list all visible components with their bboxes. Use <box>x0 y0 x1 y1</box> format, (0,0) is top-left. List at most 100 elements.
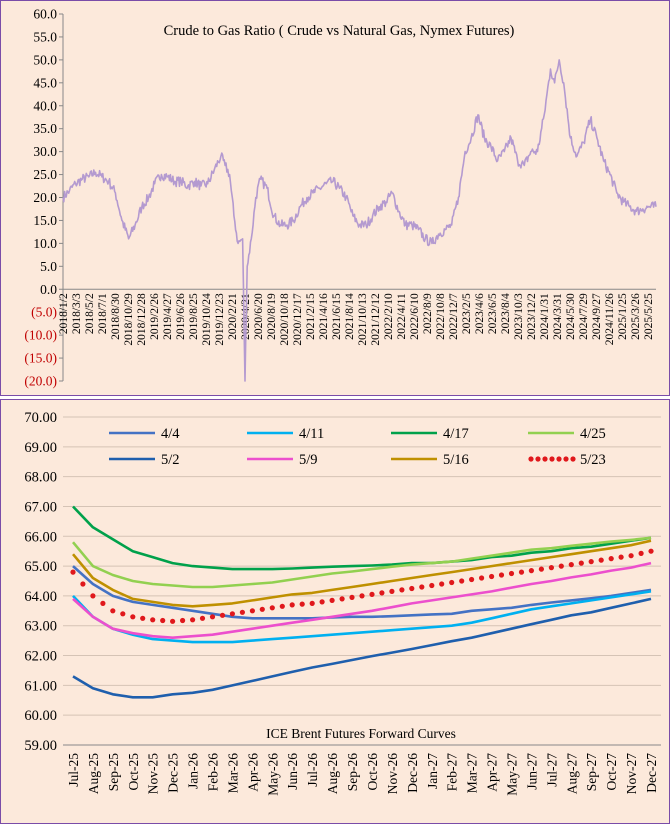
y-tick-label: 10.0 <box>33 236 57 251</box>
x-tick-label: 2025/1/25 <box>617 293 629 340</box>
y-tick-label: 65.00 <box>24 559 57 575</box>
y-tick-label: 64.00 <box>24 589 57 605</box>
x-tick-label: Dec-27 <box>644 753 659 793</box>
series-point <box>110 608 116 614</box>
x-tick-label: 2024/7/29 <box>578 293 590 340</box>
y-tick-label: 69.00 <box>24 440 57 456</box>
legend-label: 5/9 <box>299 452 318 468</box>
x-tick-label: Mar-26 <box>225 753 240 793</box>
series-point <box>100 600 106 606</box>
x-tick-label: 2024/5/30 <box>565 293 577 340</box>
y-tick-label: 55.0 <box>33 29 57 44</box>
series-line-4-11 <box>72 590 652 644</box>
x-tick-label: May-27 <box>505 753 520 796</box>
y-tick-label: 25.0 <box>33 167 57 182</box>
legend-item: 5/23 <box>528 452 606 468</box>
y-tick-label: 67.00 <box>24 499 57 515</box>
legend-dot <box>542 456 548 462</box>
x-tick-label: Sep-25 <box>106 753 121 791</box>
legend-item: 4/4 <box>109 426 180 442</box>
series-point <box>359 593 365 599</box>
x-tick-label: 2022/8/9 <box>422 293 434 334</box>
series-point <box>209 614 216 620</box>
series-line-5-9 <box>72 561 652 639</box>
x-tick-label: Aug-27 <box>564 753 579 794</box>
series-point <box>80 581 86 587</box>
legend-label: 4/17 <box>443 426 469 442</box>
x-tick-label: 2024/1/31 <box>539 293 551 340</box>
series-point <box>349 594 355 600</box>
x-tick-label: 2021/6/15 <box>331 293 343 340</box>
y-tick-label: 0.0 <box>40 282 57 297</box>
x-tick-label: 2020/6/20 <box>253 293 265 340</box>
series-point <box>379 590 385 596</box>
series-point <box>289 602 295 608</box>
x-tick-label: 2020/2/21 <box>227 293 239 340</box>
x-tick-label: Sep-26 <box>345 753 360 791</box>
legend-label: 5/2 <box>161 452 180 468</box>
x-tick-label: Oct-27 <box>604 753 619 791</box>
series-line-4-25 <box>72 536 652 589</box>
legend-dot <box>570 456 576 462</box>
x-tick-label: 2021/10/13 <box>357 293 369 346</box>
x-tick-label: 2019/8/25 <box>188 293 200 340</box>
series-point <box>180 617 186 624</box>
y-tick-label: 15.0 <box>33 213 57 228</box>
y-tick-label: 70.00 <box>24 410 57 426</box>
x-tick-label: 2022/6/10 <box>409 293 421 340</box>
series-point <box>239 609 245 615</box>
legend-label: 5/23 <box>580 452 606 468</box>
series-point <box>170 618 176 624</box>
y-tick-label: 60.0 <box>33 7 57 22</box>
y-tick-label: (15.0) <box>24 351 57 366</box>
series-point <box>329 597 335 603</box>
chart-title: ICE Brent Futures Forward Curves <box>266 726 456 741</box>
x-tick-label: 2018/10/29 <box>123 293 135 346</box>
legend-item: 4/25 <box>528 426 606 442</box>
series-point <box>419 584 425 590</box>
series-point <box>618 554 624 560</box>
x-tick-label: 2023/12/2 <box>526 293 538 340</box>
x-tick-label: Feb-27 <box>445 753 460 791</box>
legend-item: 5/2 <box>109 452 180 468</box>
series-line-5-2 <box>72 597 652 699</box>
y-tick-label: 66.00 <box>24 529 57 545</box>
y-tick-label: 5.0 <box>40 259 57 274</box>
x-tick-label: 2023/6/5 <box>487 293 499 334</box>
series-point <box>489 573 495 580</box>
series-point <box>469 576 475 583</box>
x-tick-label: 2018/7/1 <box>97 293 109 334</box>
series-point <box>249 608 255 614</box>
x-tick-label: 2025/3/26 <box>630 293 642 340</box>
y-tick-label: (20.0) <box>24 374 57 389</box>
series-line-4-17 <box>72 505 652 571</box>
crude-gas-ratio-chart: 60.0 55.0 50.0 45.0 40.0 35.0 30.0 25.0 20.0 15.0… <box>24 7 657 389</box>
series-point <box>389 588 395 594</box>
x-tick-label: 2024/3/31 <box>552 293 564 340</box>
series-point <box>479 575 485 581</box>
series-point <box>150 617 156 623</box>
series-point <box>299 601 305 607</box>
series-point <box>140 615 146 621</box>
x-tick-label: 2024/9/27 <box>591 293 603 340</box>
y-tick-label: 62.00 <box>24 649 57 665</box>
series-point <box>120 611 126 617</box>
series-point <box>588 559 594 565</box>
x-tick-label: Dec-26 <box>405 753 420 793</box>
series-point <box>538 566 545 572</box>
series-point <box>449 579 455 586</box>
y-tick-label: 30.0 <box>33 144 57 159</box>
x-tick-label: 2022/10/8 <box>435 293 447 340</box>
x-tick-label: Jul-26 <box>305 753 320 787</box>
legend-item: 4/11 <box>247 426 324 442</box>
chart-title: Crude to Gas Ratio ( Crude vs Natural Ga… <box>164 23 515 39</box>
series-line-4-4 <box>72 565 652 620</box>
y-tick-label: 20.0 <box>33 190 57 205</box>
x-tick-label: Jun-27 <box>524 753 539 790</box>
x-tick-label: 2019/10/24 <box>201 293 213 346</box>
y-tick-label: 40.0 <box>33 98 57 113</box>
series-point <box>578 560 584 566</box>
y-tick-label: (10.0) <box>24 328 57 343</box>
legend-dot <box>556 456 562 462</box>
series-point <box>279 603 285 609</box>
